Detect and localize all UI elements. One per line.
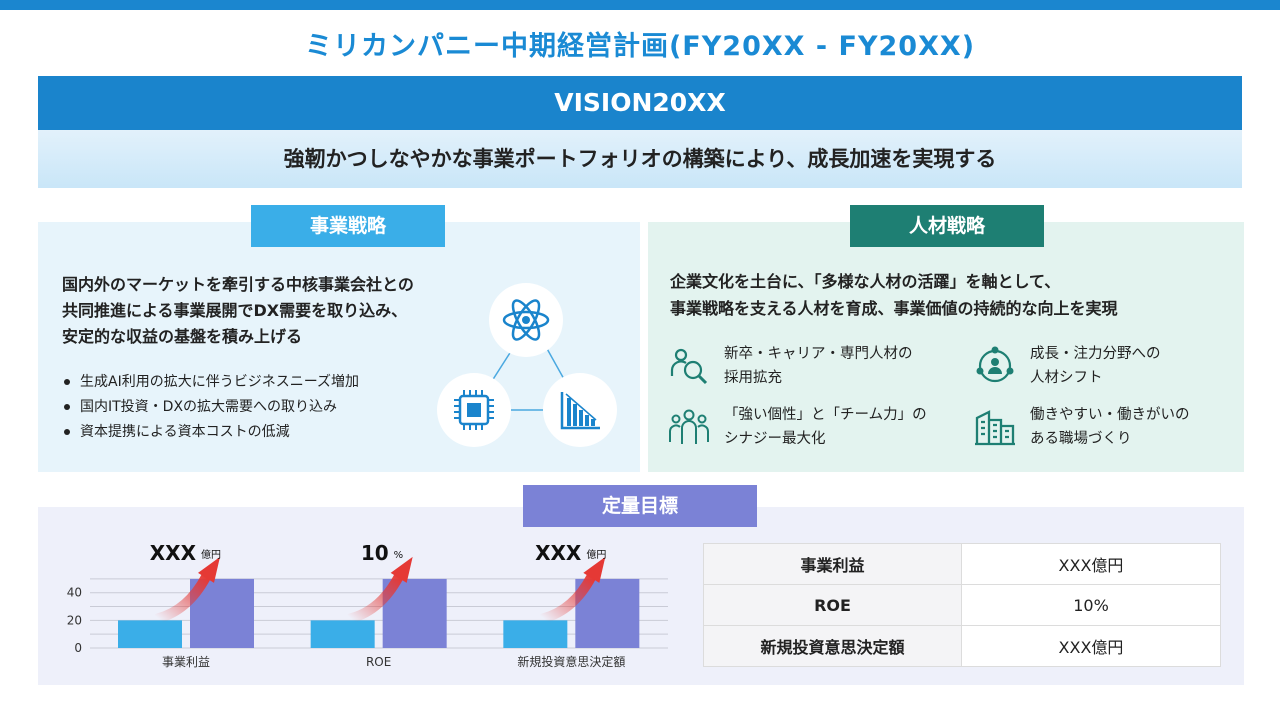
quantitative-tag: 定量目標: [523, 485, 757, 527]
table-cell-label: 新規投資意思決定額: [703, 625, 962, 667]
growth-arrow-head: [390, 556, 413, 583]
annotation-unit: 億円: [201, 548, 221, 561]
y-tick-label: 20: [67, 613, 82, 627]
x-tick-label: 事業利益: [162, 655, 210, 669]
vision-label: VISION20XX: [38, 76, 1242, 130]
table-cell-value: 10%: [961, 584, 1221, 626]
annotation-value: XXX: [535, 541, 582, 565]
annotation-unit: %: [394, 550, 404, 561]
lead-line: 安定的な収益の基盤を積み上げる: [62, 327, 303, 346]
x-tick-label: 新規投資意思決定額: [517, 654, 625, 669]
bar: [503, 620, 568, 648]
chip-icon: [437, 373, 511, 447]
vision-statement: 強靭かつしなやかな事業ポートフォリオの構築により、成長加速を実現する: [38, 130, 1242, 188]
business-strategy-tag: 事業戦略: [251, 205, 445, 247]
table-cell-value: XXX億円: [961, 625, 1221, 667]
hr-item-shift: 成長・注力分野への 人材シフト: [974, 342, 1161, 390]
business-strategy-bullets: 生成AI利用の拡大に伴うビジネスニーズ増加 国内IT投資・DXの拡大需要への取り…: [62, 370, 359, 445]
growth-arrow-head: [198, 556, 220, 583]
table-cell-label: 事業利益: [703, 543, 962, 585]
team-icon: [668, 406, 710, 448]
bar: [310, 620, 375, 648]
atom-icon: [489, 283, 563, 357]
declining-chart-icon: [543, 373, 617, 447]
quantitative-bar-chart: 0 20 40 事業利益 XXX 億円 ROE 10 % 新規投資意思決定額 XXX 億円: [67, 541, 668, 669]
lead-line: 国内外のマーケットを牽引する中核事業会社との: [62, 275, 414, 294]
hr-strategy-lead: 企業文化を土台に、「多様な人材の活躍」を軸として、 事業戦略を支える人材を育成、…: [670, 268, 1230, 322]
table-row: 事業利益 XXX億円: [703, 543, 1221, 585]
bullet-item: 生成AI利用の拡大に伴うビジネスニーズ増加: [62, 370, 359, 395]
hr-item-text: 働きやすい・働きがいの ある職場づくり: [1030, 407, 1190, 447]
x-tick-label: ROE: [366, 655, 391, 669]
table-row: ROE 10%: [703, 584, 1221, 626]
business-icon-cluster: [437, 283, 617, 447]
growth-arrow-head: [583, 556, 606, 583]
bar: [118, 620, 182, 648]
bullet-item: 資本提携による資本コストの低減: [62, 420, 359, 445]
bullet-item: 国内IT投資・DXの拡大需要への取り込み: [62, 395, 359, 420]
people-search-icon: [668, 345, 710, 387]
lead-line: 企業文化を土台に、「多様な人材の活躍」を軸として、: [670, 272, 1061, 291]
lead-line: 共同推進による事業展開でDX需要を取り込み、: [62, 301, 408, 320]
hr-item-synergy: 「強い個性」と「チーム力」の シナジー最大化: [668, 403, 927, 451]
hr-item-text: 新卒・キャリア・専門人材の 採用拡充: [724, 346, 913, 386]
hr-item-recruitment: 新卒・キャリア・専門人材の 採用拡充: [668, 342, 913, 390]
hr-strategy-panel: [648, 222, 1244, 472]
growth-arrow: [345, 571, 404, 624]
annotation-value: XXX: [150, 541, 197, 565]
hr-item-text: 「強い個性」と「チーム力」の シナジー最大化: [724, 407, 927, 447]
top-accent-bar: [0, 0, 1280, 10]
page-title: ミリカンパニー中期経営計画(FY20XX - FY20XX): [304, 31, 976, 62]
hr-strategy-tag: 人材戦略: [850, 205, 1044, 247]
hr-item-workplace: 働きやすい・働きがいの ある職場づくり: [974, 403, 1190, 451]
building-icon: [974, 406, 1016, 448]
annotation-unit: 億円: [586, 548, 606, 561]
quantitative-table: 事業利益 XXX億円 ROE 10% 新規投資意思決定額 XXX億円: [703, 543, 1221, 667]
network-people-icon: [974, 345, 1016, 387]
growth-arrow: [153, 571, 211, 624]
table-cell-label: ROE: [703, 584, 962, 626]
table-row: 新規投資意思決定額 XXX億円: [703, 625, 1221, 667]
annotation-value: 10: [361, 541, 389, 565]
hr-item-text: 成長・注力分野への 人材シフト: [1030, 346, 1161, 386]
table-cell-value: XXX億円: [961, 543, 1221, 585]
lead-line: 事業戦略を支える人材を育成、事業価値の持続的な向上を実現: [670, 299, 1118, 318]
business-strategy-lead: 国内外のマーケットを牽引する中核事業会社との 共同推進による事業展開でDX需要を…: [62, 272, 492, 350]
growth-arrow: [538, 571, 597, 624]
y-tick-label: 0: [74, 641, 82, 655]
y-tick-label: 40: [67, 586, 82, 600]
